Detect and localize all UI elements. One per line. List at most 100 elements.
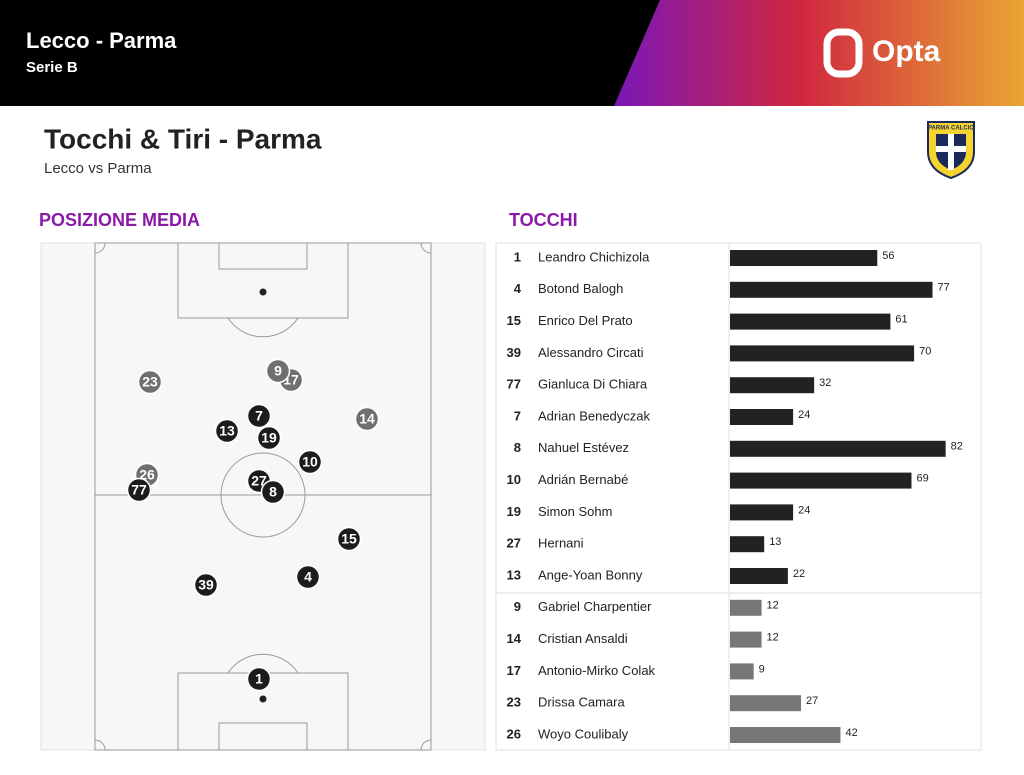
player-name: Nahuel Estévez: [538, 440, 629, 455]
player-dot: [256, 425, 282, 451]
header-gradient: [614, 0, 1024, 106]
player-dot: [297, 449, 323, 475]
player-marker: 9: [265, 358, 291, 384]
player-dot: [193, 572, 219, 598]
player-name: Ange-Yoan Bonny: [538, 567, 643, 582]
player-dot: [246, 666, 272, 692]
jersey-number: 77: [507, 377, 521, 392]
bar: [730, 504, 794, 521]
player-marker: 19: [256, 425, 282, 451]
value-label: 56: [882, 250, 894, 262]
player-name: Adrián Bernabé: [538, 472, 628, 487]
bar: [730, 695, 802, 712]
jersey-number: 4: [514, 281, 522, 296]
player-dot: [246, 403, 272, 429]
player-name: Cristian Ansaldi: [538, 631, 628, 646]
brand: Opta: [872, 35, 941, 68]
jersey-number: 7: [514, 408, 521, 423]
section-title: POSIZIONE MEDIA: [39, 210, 200, 230]
player-marker: 1: [246, 666, 272, 692]
bar: [730, 599, 762, 616]
value-label: 9: [759, 663, 765, 675]
player-name: Leandro Chichizola: [538, 249, 650, 264]
jersey-number: 14: [507, 631, 522, 646]
player-name: Gabriel Charpentier: [538, 599, 652, 614]
player-name: Enrico Del Prato: [538, 313, 633, 328]
player-dot: [265, 358, 291, 384]
bar: [730, 250, 878, 266]
value-label: 70: [919, 345, 931, 357]
bar: [730, 409, 794, 425]
bar: [730, 663, 754, 680]
player-name: Hernani: [538, 536, 584, 551]
value-label: 69: [916, 473, 928, 485]
player-name: Drissa Camara: [538, 695, 625, 710]
player-dot: [295, 564, 321, 590]
section-title: TOCCHI: [509, 210, 578, 230]
badge-cross: [936, 146, 966, 152]
bar: [730, 568, 788, 584]
player-dot: [336, 526, 362, 552]
value-label: 22: [793, 568, 805, 580]
value-label: 61: [895, 314, 907, 326]
player-number: 77: [131, 482, 147, 498]
value-label: 77: [938, 282, 950, 294]
player-marker: 8: [260, 479, 286, 505]
bar: [730, 727, 841, 743]
player-name: Adrian Benedyczak: [538, 408, 651, 423]
player-marker: 39: [193, 572, 219, 598]
header-subtitle: Serie B: [26, 59, 78, 76]
jersey-number: 8: [514, 440, 521, 455]
bar: [730, 472, 912, 489]
player-dot: [137, 369, 163, 395]
player-number: 8: [269, 484, 277, 500]
jersey-number: 9: [514, 599, 521, 614]
value-label: 42: [845, 727, 857, 739]
bar: [730, 281, 933, 298]
jersey-number: 15: [507, 313, 521, 328]
jersey-number: 13: [507, 567, 521, 582]
bar: [730, 631, 762, 648]
value-label: 24: [798, 409, 810, 421]
player-name: Simon Sohm: [538, 504, 612, 519]
table-frame: [495, 242, 982, 751]
jersey-number: 10: [507, 472, 521, 487]
player-number: 1: [255, 671, 263, 687]
heading-title: Tocchi & Tiri - Parma: [44, 123, 322, 154]
player-marker: 13: [214, 418, 240, 444]
player-marker: 14: [354, 406, 380, 432]
value-label: 12: [767, 632, 779, 644]
player-marker: 77: [126, 477, 152, 503]
player-marker: 10: [297, 449, 323, 475]
value-label: 24: [798, 504, 810, 516]
player-marker: 7: [246, 403, 272, 429]
jersey-number: 17: [507, 663, 521, 678]
bar: [730, 440, 946, 457]
jersey-number: 1: [514, 249, 521, 264]
player-number: 4: [304, 569, 312, 585]
player-number: 10: [302, 454, 318, 470]
bar: [730, 313, 891, 330]
player-number: 9: [274, 363, 282, 379]
player-name: Botond Balogh: [538, 281, 623, 296]
player-name: Gianluca Di Chiara: [538, 377, 648, 392]
player-number: 15: [341, 531, 357, 547]
jersey-number: 27: [507, 536, 521, 551]
value-label: 13: [769, 536, 781, 548]
player-number: 39: [198, 577, 214, 593]
player-number: 14: [359, 411, 375, 427]
header-title: Lecco - Parma: [26, 28, 177, 53]
value-label: 32: [819, 377, 831, 389]
player-name: Woyo Coulibaly: [538, 726, 629, 741]
player-number: 13: [219, 423, 235, 439]
jersey-number: 19: [507, 504, 521, 519]
bar: [730, 377, 815, 394]
player-number: 27: [251, 473, 267, 489]
jersey-number: 39: [507, 345, 521, 360]
value-label: 27: [806, 695, 818, 707]
value-label: 82: [951, 441, 963, 453]
player-marker: 15: [336, 526, 362, 552]
player-dot: [214, 418, 240, 444]
